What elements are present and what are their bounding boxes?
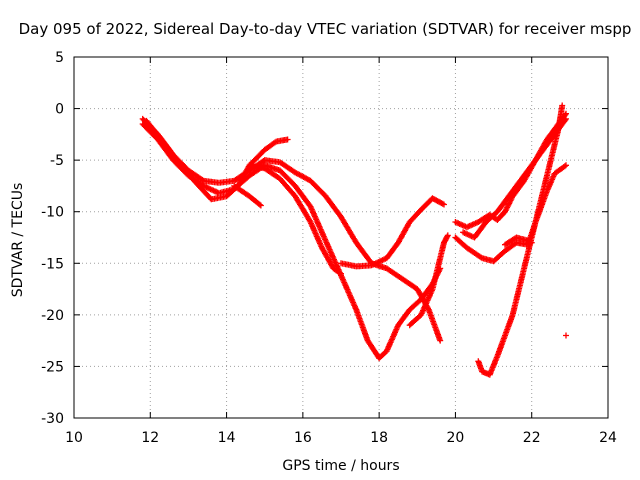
x-tick-label: 18: [370, 430, 388, 446]
data-point: [257, 202, 264, 209]
x-tick-label: 14: [218, 430, 236, 446]
series-track-12: [502, 234, 535, 248]
data-point: [559, 102, 566, 109]
x-axis-label: GPS time / hours: [282, 458, 400, 474]
data-point: [562, 117, 569, 124]
data-points: [139, 102, 569, 378]
series-track-3: [143, 117, 291, 203]
x-tick-label: 10: [65, 430, 83, 446]
data-point: [441, 201, 447, 208]
series-track-1: [139, 115, 444, 344]
series-track-11: [460, 115, 569, 241]
plot-frame: [73, 56, 609, 419]
x-tick-label: 22: [523, 430, 541, 446]
y-axis-label: SDTVAR / TECUs: [10, 182, 26, 298]
series-track-7: [406, 232, 451, 329]
chart-title: Day 095 of 2022, Sidereal Day-to-day VTE…: [18, 20, 632, 38]
series-track-6: [338, 195, 447, 270]
series-track-5: [246, 162, 344, 277]
data-point: [444, 232, 451, 239]
y-tick-label: 5: [55, 50, 64, 66]
data-point: [439, 200, 446, 207]
x-tick-label: 24: [599, 430, 617, 446]
data-point: [527, 239, 534, 245]
data-point: [563, 332, 569, 339]
data-point: [563, 115, 569, 122]
data-point: [528, 239, 535, 246]
series-track-9: [452, 162, 569, 265]
y-tick-label: 0: [55, 102, 64, 118]
data-point: [437, 337, 444, 344]
x-tick-label: 12: [141, 430, 159, 446]
axis-ticks: -30 -25 -20 -15 -10 -5 0 5 10 12 14 16 18 20 22 24: [41, 50, 617, 446]
y-tick-label: -30: [41, 411, 64, 427]
data-point: [561, 163, 568, 170]
data-point: [256, 201, 263, 208]
data-point: [336, 269, 343, 276]
y-tick-label: -5: [50, 153, 64, 169]
series-track-4: [231, 182, 264, 209]
x-tick-label: 20: [447, 430, 465, 446]
data-point: [271, 139, 278, 146]
y-tick-label: -20: [41, 308, 64, 324]
series-outlier: [563, 332, 569, 339]
data-point: [563, 110, 569, 117]
y-tick-label: -10: [41, 205, 64, 221]
x-tick-label: 16: [294, 430, 312, 446]
data-point: [338, 270, 344, 277]
y-tick-label: -25: [41, 359, 64, 375]
data-point: [199, 176, 206, 183]
data-point: [477, 254, 484, 261]
data-point: [284, 136, 291, 143]
y-tick-label: -15: [41, 256, 64, 272]
series-track-8: [452, 110, 569, 231]
data-point: [563, 162, 569, 169]
